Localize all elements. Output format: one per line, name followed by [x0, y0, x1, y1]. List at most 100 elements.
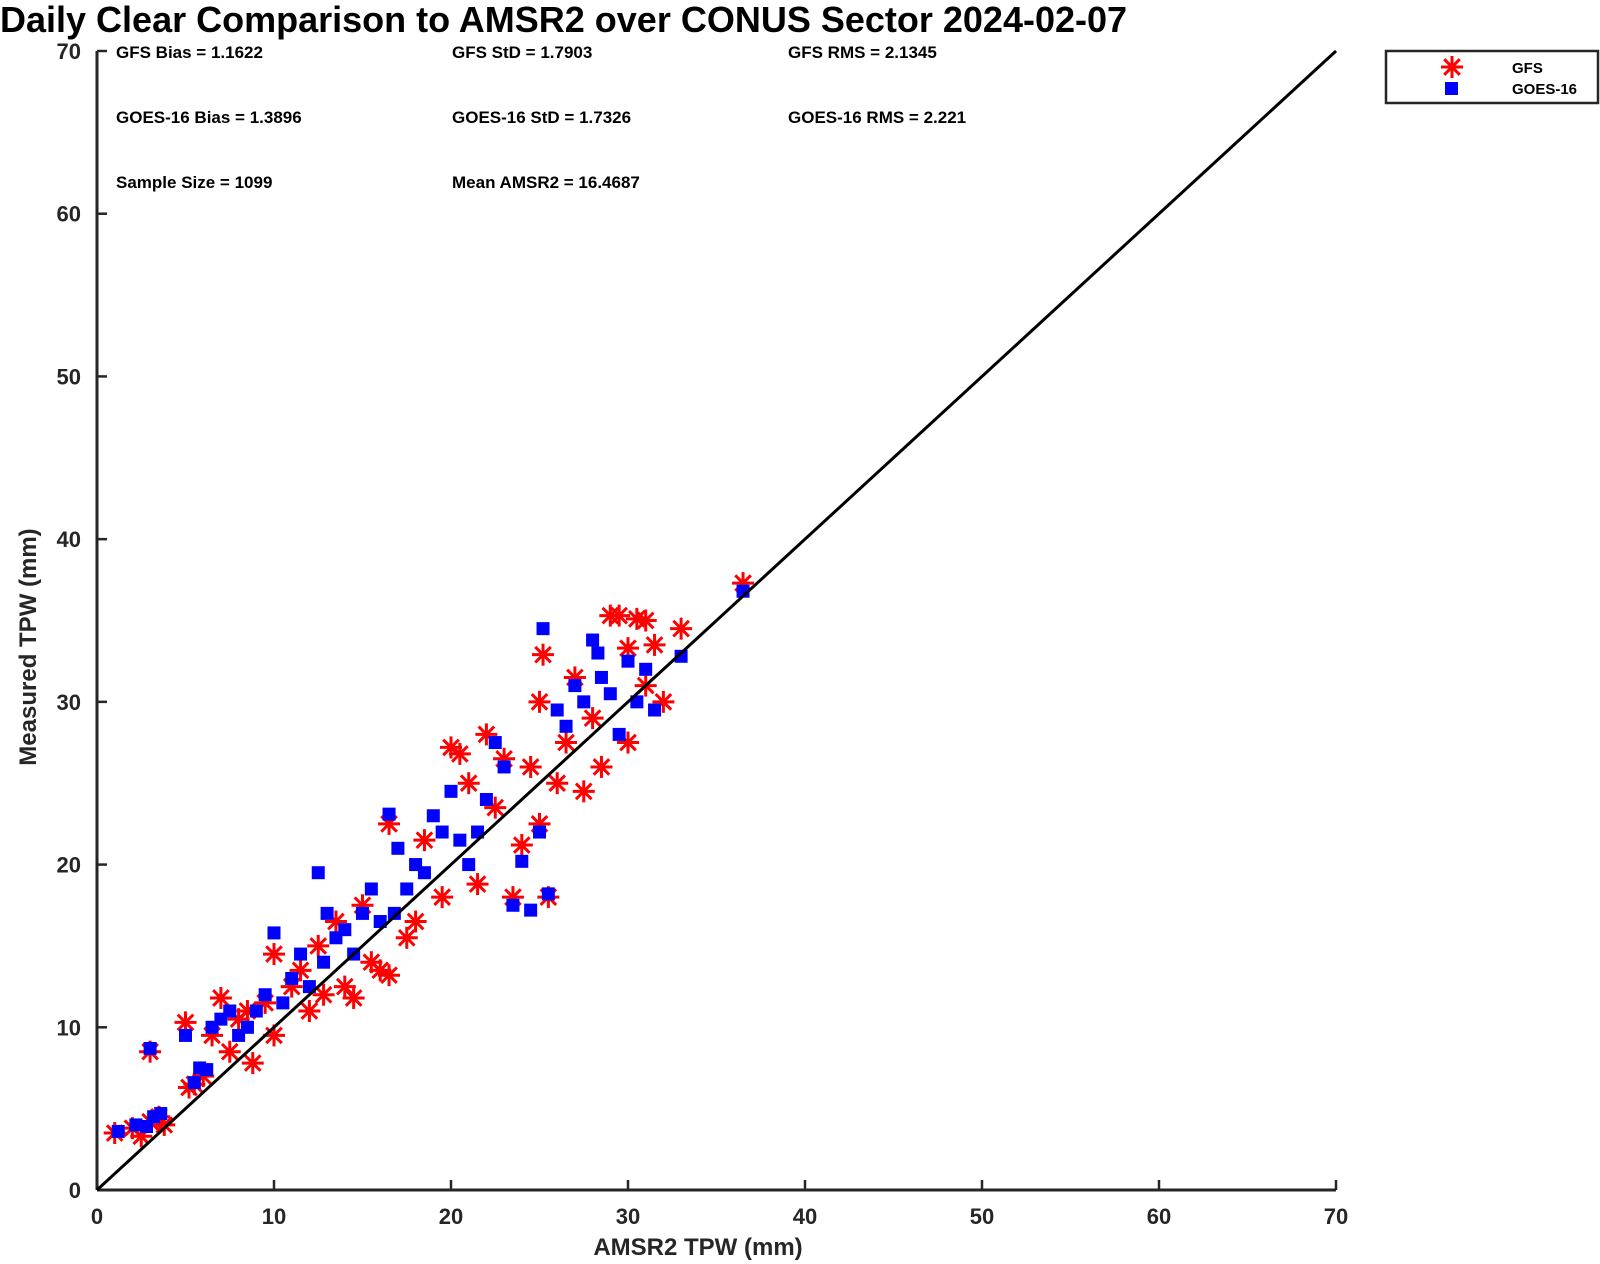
gfs-point	[590, 755, 613, 778]
legend-gfs-asterisk-icon	[1441, 56, 1463, 78]
legend[interactable]: GFS GOES-16	[1384, 49, 1600, 105]
gfs-point	[572, 780, 595, 803]
chart-title: Daily Clear Comparison to AMSR2 over CON…	[0, 0, 1127, 40]
stat-annotation: GFS RMS = 2.1345	[788, 43, 937, 62]
goes-16-point	[462, 858, 476, 872]
legend-label-gfs: GFS	[1512, 60, 1543, 77]
goes-16-point	[143, 1041, 157, 1055]
gfs-point	[555, 731, 578, 754]
x-tick-label: 60	[1147, 1204, 1171, 1229]
goes-16-point	[591, 646, 605, 660]
gfs-point	[448, 742, 471, 765]
one-to-one-reference-line	[95, 49, 1338, 1192]
y-tick-label: 60	[57, 202, 81, 227]
goes-16-point	[111, 1124, 125, 1138]
gfs-point	[298, 1000, 321, 1023]
gfs-point	[174, 1011, 197, 1034]
goes-16-point	[387, 906, 401, 920]
gfs-point	[457, 772, 480, 795]
gfs-point	[378, 964, 401, 987]
goes-16-point	[435, 825, 449, 839]
y-tick-label: 0	[69, 1178, 81, 1203]
legend-box	[1384, 49, 1600, 105]
goes-16-point	[648, 703, 662, 717]
gfs-point	[546, 772, 569, 795]
x-tick-label: 50	[970, 1204, 994, 1229]
gfs-point	[209, 986, 232, 1009]
gfs-point	[528, 690, 551, 713]
gfs-point	[519, 755, 542, 778]
goes-16-point	[533, 825, 546, 839]
x-tick-label: 10	[262, 1204, 286, 1229]
gfs-point	[263, 943, 285, 966]
goes-16-point	[497, 760, 511, 774]
goes-16-point	[586, 633, 600, 647]
goes-16-point	[285, 971, 299, 985]
goes-16-point	[453, 833, 467, 847]
gfs-point	[413, 829, 436, 852]
goes-16-point	[568, 679, 582, 693]
goes-16-point	[603, 687, 617, 701]
y-tick-label: 70	[57, 39, 81, 64]
gfs-point	[333, 975, 356, 998]
legend-label-goes-16: GOES-16	[1512, 81, 1577, 98]
goes-16-point	[391, 841, 405, 855]
goes-16-point	[417, 866, 431, 880]
goes-16-point	[267, 926, 281, 940]
goes-16-point	[400, 882, 414, 896]
gfs-point	[532, 643, 555, 666]
goes-16-point	[140, 1120, 154, 1134]
y-tick-label: 20	[57, 853, 81, 878]
gfs-point	[395, 926, 418, 949]
goes-16-point	[479, 792, 493, 806]
goes-16-point	[674, 649, 688, 663]
goes-16-point	[577, 695, 591, 709]
goes-16-point	[317, 955, 331, 969]
gfs-point	[342, 986, 365, 1009]
stat-annotation: Sample Size = 1099	[116, 173, 272, 192]
goes-16-point	[276, 996, 290, 1010]
stat-annotation: GFS StD = 1.7903	[452, 43, 592, 62]
goes-16-point	[488, 736, 502, 750]
x-tick-label: 20	[439, 1204, 463, 1229]
gfs-point	[153, 1113, 176, 1136]
gfs-point	[404, 910, 427, 933]
goes-16-point	[444, 784, 458, 798]
goes-16-point	[187, 1076, 201, 1090]
goes-16-point	[258, 988, 272, 1002]
goes-16-point	[240, 1020, 254, 1034]
series-goes-16	[111, 584, 750, 1138]
x-tick-label: 30	[616, 1204, 640, 1229]
gfs-point	[307, 934, 330, 957]
gfs-point	[634, 609, 657, 632]
goes-16-point	[223, 1004, 237, 1018]
goes-16-point	[356, 906, 369, 920]
goes-16-point	[294, 947, 308, 961]
goes-16-point	[426, 809, 440, 823]
gfs-point	[466, 873, 489, 896]
goes-16-point	[311, 866, 325, 880]
gfs-point	[241, 1052, 264, 1075]
goes-16-point	[364, 882, 378, 896]
y-tick-label: 30	[57, 690, 81, 715]
x-tick-label: 70	[1324, 1204, 1348, 1229]
gfs-point	[510, 834, 533, 857]
goes-16-point	[621, 654, 635, 668]
legend-gfs-asterisk	[1441, 56, 1463, 78]
goes-16-point	[639, 662, 653, 676]
goes-16-point	[338, 923, 352, 937]
stat-annotation: GFS Bias = 1.1622	[116, 43, 263, 62]
goes-16-point	[249, 1004, 263, 1018]
goes-16-point	[541, 887, 555, 901]
stat-annotation: GOES-16 Bias = 1.3896	[116, 108, 302, 127]
goes-16-point	[200, 1063, 214, 1077]
goes-16-point	[320, 906, 334, 920]
legend-goes-16-square-icon	[1445, 82, 1458, 95]
y-tick-label: 40	[57, 527, 81, 552]
statistics-annotations: GFS Bias = 1.1622 GFS StD = 1.7903 GFS RMS…	[116, 43, 966, 192]
y-tick-label: 50	[57, 364, 81, 389]
goes-16-point	[506, 898, 520, 912]
goes-16-point	[524, 903, 538, 917]
stat-annotation: GOES-16 StD = 1.7326	[452, 108, 631, 127]
